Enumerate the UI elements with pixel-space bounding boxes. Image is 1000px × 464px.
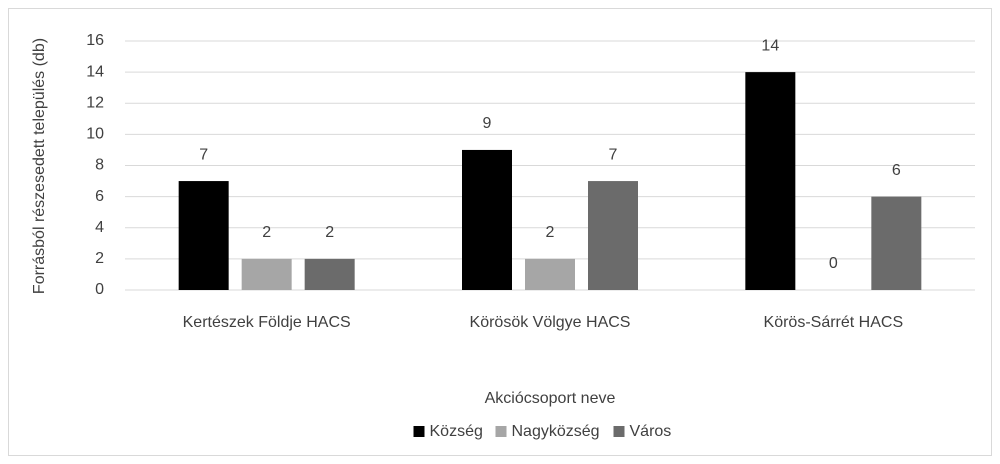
x-tick-label: Körösök Völgye HACS	[470, 314, 631, 331]
data-label: 6	[892, 162, 901, 179]
y-tick-label: 6	[95, 188, 104, 205]
data-label: 9	[483, 115, 492, 132]
data-label: 14	[761, 37, 779, 54]
bar	[178, 181, 229, 290]
legend-label: Nagyközség	[512, 423, 600, 440]
x-axis-label: Akciócsoport neve	[485, 390, 616, 407]
bar	[462, 149, 512, 290]
bar	[745, 72, 796, 290]
y-tick-label: 8	[95, 157, 104, 174]
legend-swatch	[495, 426, 507, 437]
bar	[304, 258, 355, 290]
legend-label: Község	[430, 423, 483, 440]
y-tick-label: 0	[95, 281, 104, 298]
y-axis-label: Forrásból részesedett település (db)	[31, 38, 48, 294]
y-tick-label: 4	[95, 219, 104, 236]
y-tick-label: 2	[95, 250, 104, 267]
data-label: 0	[829, 255, 838, 272]
bar	[871, 196, 922, 290]
y-tick-label: 10	[86, 126, 104, 143]
data-label: 2	[546, 224, 555, 241]
x-tick-label: Körös-Sárrét HACS	[764, 314, 904, 331]
data-label: 7	[609, 146, 618, 163]
y-tick-label: 16	[86, 32, 104, 49]
x-tick-label: Kertészek Földje HACS	[183, 314, 351, 331]
y-tick-label: 12	[86, 94, 104, 111]
legend-swatch	[413, 426, 425, 437]
y-tick-label: 14	[86, 63, 104, 80]
data-label: 7	[199, 146, 208, 163]
data-label: 2	[262, 224, 271, 241]
bar	[588, 181, 638, 290]
data-label: 2	[325, 224, 334, 241]
bar	[241, 258, 292, 290]
legend-swatch	[613, 426, 625, 437]
bar	[525, 258, 575, 290]
legend-label: Város	[630, 423, 672, 440]
